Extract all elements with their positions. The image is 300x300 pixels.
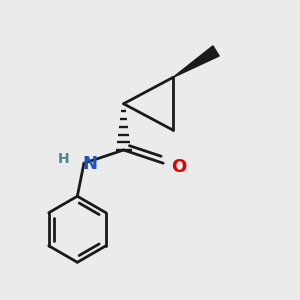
Text: H: H [58,152,69,166]
Polygon shape [173,46,219,77]
Text: N: N [82,155,97,173]
Text: O: O [172,158,187,176]
